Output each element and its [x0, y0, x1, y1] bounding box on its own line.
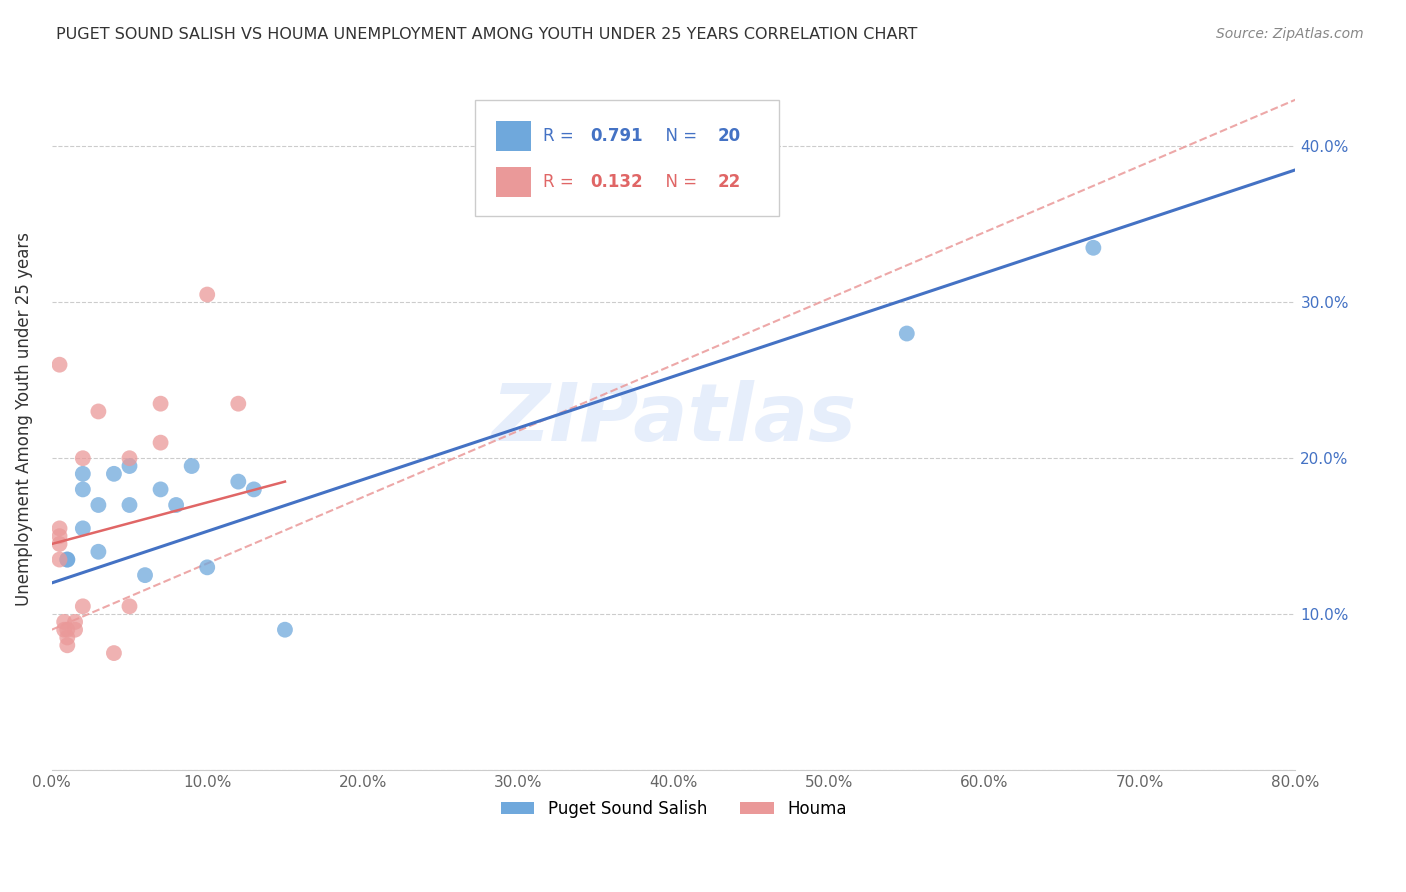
Point: [195, 560, 218, 574]
Point: [149, 397, 172, 411]
Point: [149, 435, 172, 450]
Point: [243, 483, 266, 497]
Text: PUGET SOUND SALISH VS HOUMA UNEMPLOYMENT AMONG YOUTH UNDER 25 YEARS CORRELATION : PUGET SOUND SALISH VS HOUMA UNEMPLOYMENT…: [56, 27, 918, 42]
Text: N =: N =: [655, 173, 703, 191]
Point: [195, 287, 218, 301]
Text: 20: 20: [717, 127, 741, 145]
Point: [1083, 241, 1105, 255]
Point: [180, 458, 202, 473]
Point: [56, 552, 79, 566]
Point: [56, 623, 79, 637]
Y-axis label: Unemployment Among Youth under 25 years: Unemployment Among Youth under 25 years: [15, 232, 32, 607]
Point: [896, 326, 918, 341]
Text: 22: 22: [717, 173, 741, 191]
Text: N =: N =: [655, 127, 703, 145]
Text: 0.132: 0.132: [591, 173, 643, 191]
Point: [48, 552, 70, 566]
Point: [53, 623, 76, 637]
Point: [87, 545, 110, 559]
Point: [274, 623, 297, 637]
Point: [48, 529, 70, 543]
Point: [118, 451, 141, 466]
Point: [118, 498, 141, 512]
Point: [56, 631, 79, 645]
Point: [63, 615, 86, 629]
Point: [226, 475, 249, 489]
Point: [87, 498, 110, 512]
Point: [118, 458, 141, 473]
Point: [226, 397, 249, 411]
Point: [72, 467, 94, 481]
Point: [72, 521, 94, 535]
Point: [118, 599, 141, 614]
Point: [87, 404, 110, 418]
Point: [72, 599, 94, 614]
Text: ZIPatlas: ZIPatlas: [491, 380, 856, 458]
Point: [72, 451, 94, 466]
Point: [56, 552, 79, 566]
Point: [48, 358, 70, 372]
Point: [63, 623, 86, 637]
Text: 0.791: 0.791: [591, 127, 643, 145]
Bar: [496, 121, 530, 151]
Text: R =: R =: [543, 173, 579, 191]
Legend: Puget Sound Salish, Houma: Puget Sound Salish, Houma: [494, 794, 853, 825]
Point: [134, 568, 156, 582]
Point: [53, 615, 76, 629]
Point: [103, 646, 125, 660]
Point: [149, 483, 172, 497]
Text: R =: R =: [543, 127, 579, 145]
Point: [48, 521, 70, 535]
Point: [103, 467, 125, 481]
Point: [48, 537, 70, 551]
FancyBboxPatch shape: [475, 100, 779, 216]
Point: [72, 483, 94, 497]
Text: Source: ZipAtlas.com: Source: ZipAtlas.com: [1216, 27, 1364, 41]
Point: [165, 498, 187, 512]
Point: [56, 638, 79, 652]
Bar: [496, 168, 530, 197]
